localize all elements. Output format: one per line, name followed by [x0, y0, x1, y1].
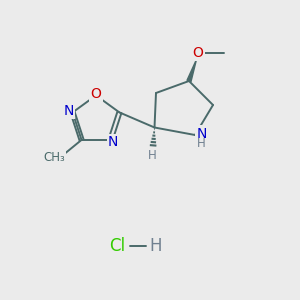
- Text: H: H: [197, 137, 206, 150]
- Text: O: O: [193, 46, 203, 60]
- Text: H: H: [148, 149, 157, 162]
- Text: O: O: [91, 87, 101, 101]
- Text: CH₃: CH₃: [44, 152, 65, 164]
- Text: H: H: [149, 237, 162, 255]
- Text: Cl: Cl: [109, 237, 125, 255]
- Polygon shape: [187, 59, 196, 82]
- Text: N: N: [64, 104, 74, 118]
- Text: N: N: [108, 135, 118, 149]
- Text: N: N: [196, 127, 207, 140]
